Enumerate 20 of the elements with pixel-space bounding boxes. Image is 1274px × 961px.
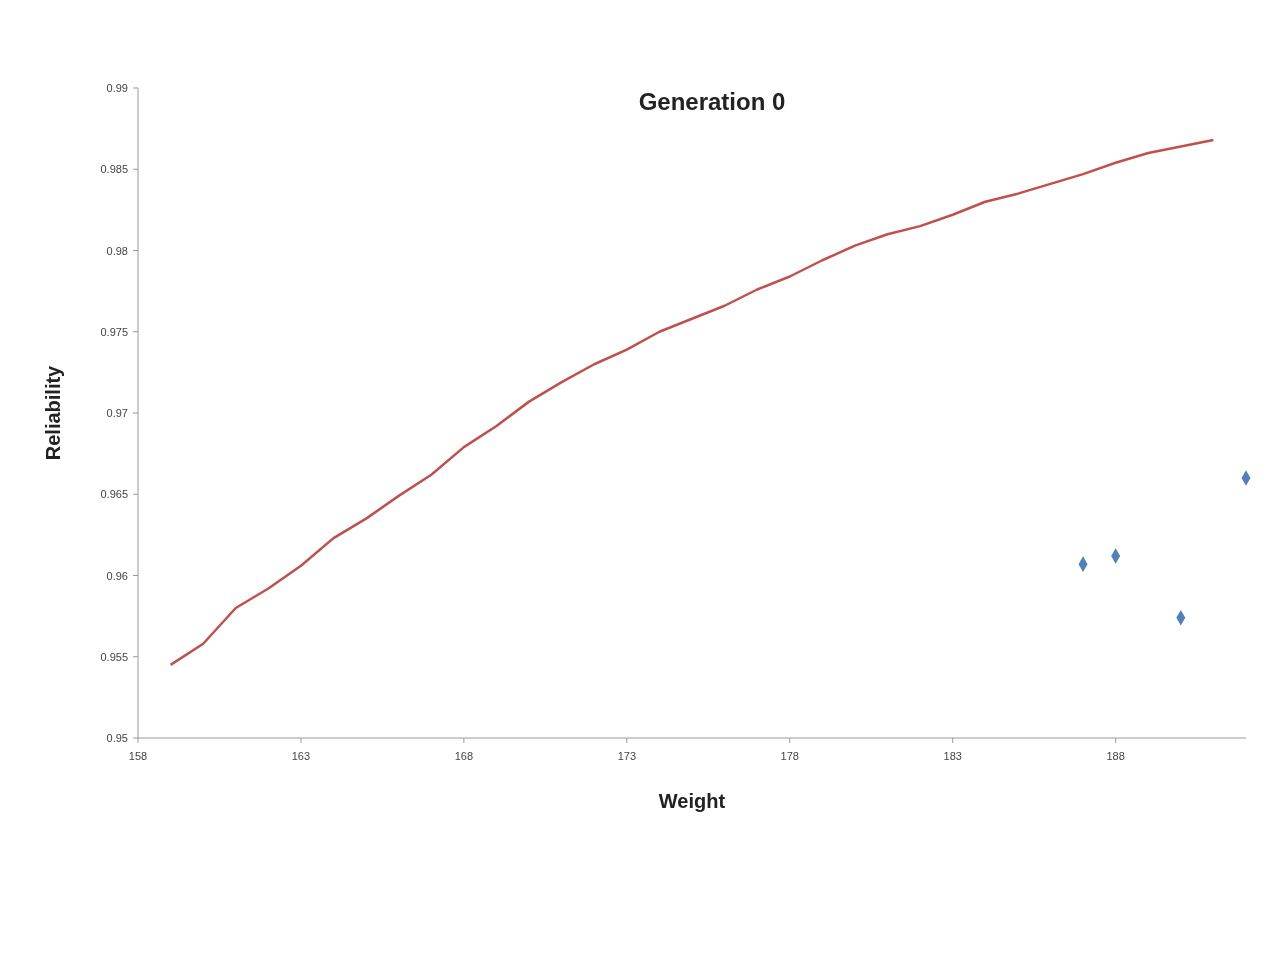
chart-title: Generation 0 bbox=[638, 88, 786, 115]
y-tick-label: 0.99 bbox=[106, 82, 128, 94]
y-tick-label: 0.975 bbox=[100, 325, 128, 338]
y-tick-label: 0.965 bbox=[100, 488, 128, 501]
y-tick-label: 0.98 bbox=[106, 244, 128, 257]
y-tick-label: 0.955 bbox=[100, 650, 128, 663]
x-tick-label: 183 bbox=[943, 750, 962, 762]
y-tick-label: 0.97 bbox=[106, 407, 128, 419]
x-tick-label: 158 bbox=[128, 750, 148, 762]
y-tick-label: 0.985 bbox=[100, 163, 128, 176]
x-tick-label: 168 bbox=[454, 750, 474, 762]
y-tick-label: 0.95 bbox=[106, 732, 128, 744]
x-tick-label: 163 bbox=[291, 750, 311, 762]
x-tick-label: 173 bbox=[617, 750, 636, 762]
x-axis-title: Weight bbox=[658, 790, 726, 812]
line-series bbox=[169, 138, 1215, 667]
x-tick-label: 178 bbox=[780, 750, 799, 762]
y-tick-label: 0.96 bbox=[106, 569, 128, 582]
x-tick-label: 188 bbox=[1106, 750, 1125, 762]
y-axis-title: Reliability bbox=[42, 364, 64, 461]
